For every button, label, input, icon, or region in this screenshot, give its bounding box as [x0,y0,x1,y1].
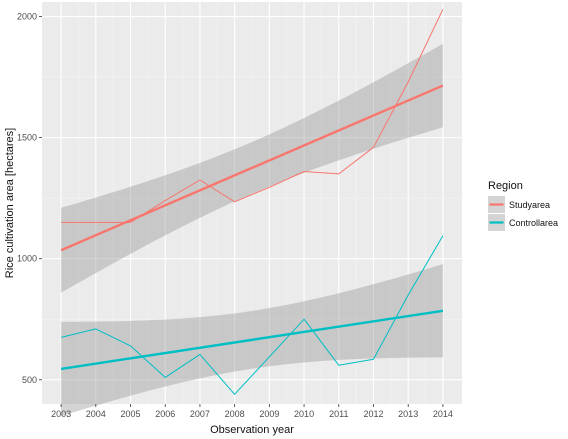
legend-title: Region [488,180,523,192]
studyarea-trend-line [60,84,444,252]
x-tick-label: 2003 [51,409,71,419]
y-tick-label: 500 [22,375,37,385]
minor-gridlines [42,2,462,404]
x-axis-title: Observation year [210,424,294,436]
x-tick-label: 2004 [86,409,106,419]
x-tick-label: 2008 [225,409,245,419]
legend: Region Studyarea Controllarea [488,180,558,231]
y-axis-title: Rice cultivation area [hectares] [4,128,16,278]
x-tick-label: 2011 [329,409,348,419]
x-tick-label: 2012 [363,409,383,419]
legend-items: Studyarea Controllarea [488,196,558,231]
x-axis-ticks: 2003 2004 2005 2006 2007 2008 2009 2010 2011 2012… [51,404,453,419]
controllarea-trend-line [60,309,444,371]
x-tick-label: 2007 [190,409,210,419]
y-tick-label: 1000 [17,254,37,264]
x-tick-label: 2013 [398,409,418,419]
trend-lines [60,84,444,371]
x-tick-label: 2009 [259,409,279,419]
y-tick-label: 1500 [17,133,37,143]
x-tick-label: 2014 [433,409,453,419]
x-tick-label: 2005 [120,409,140,419]
x-tick-label: 2006 [155,409,175,419]
legend-label-controllarea: Controllarea [509,218,558,228]
y-axis-ticks: 500 1000 1500 2000 [17,12,42,385]
y-tick-label: 2000 [17,12,37,22]
x-tick-label: 2010 [294,409,314,419]
legend-label-studyarea: Studyarea [509,200,550,210]
controllarea-series-line [60,235,444,395]
